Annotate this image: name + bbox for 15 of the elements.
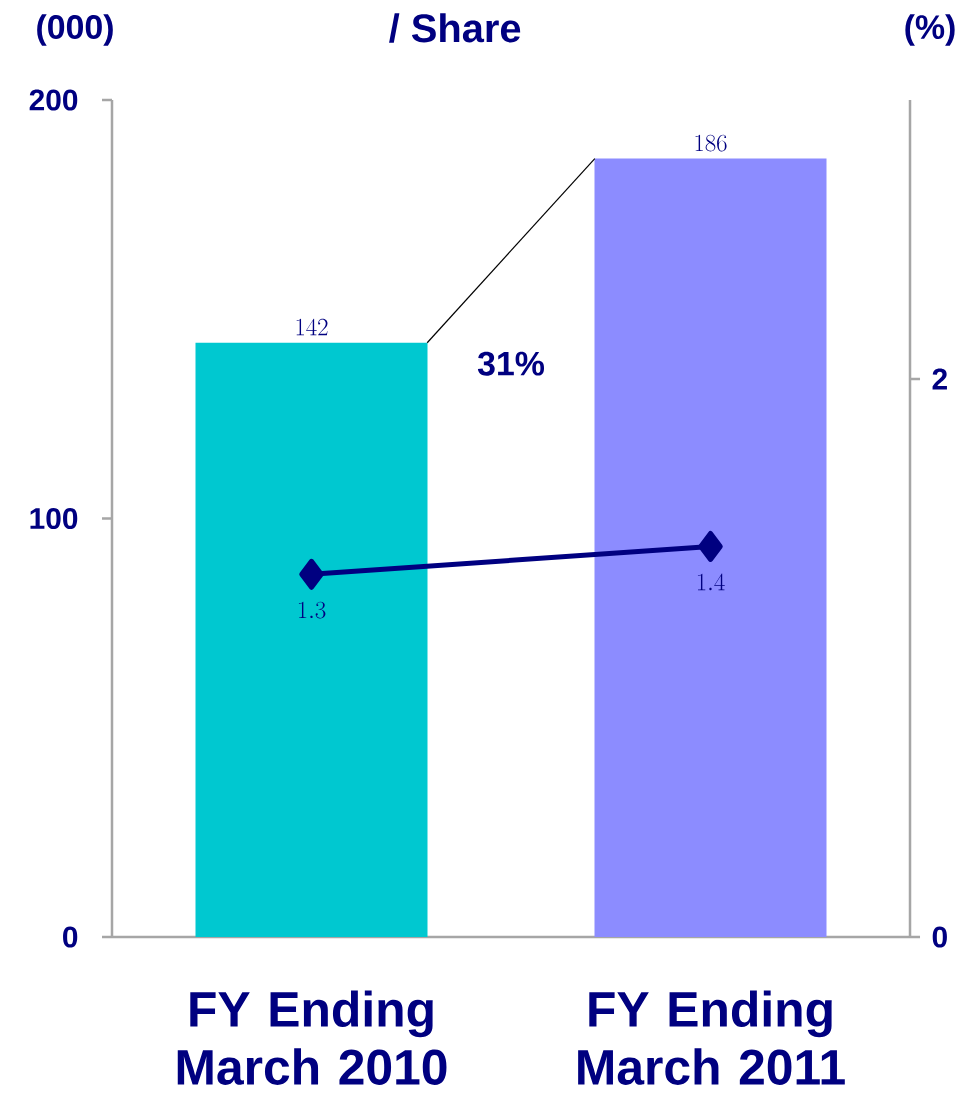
y2-axis-title: (%)	[905, 14, 955, 46]
data-label: 186	[695, 134, 727, 152]
y-tick-label: 200	[29, 89, 78, 111]
data-label: 142	[296, 318, 328, 336]
x-tick-label: FY Ending March 2010	[177, 990, 447, 1085]
y2-tick-label: 2	[932, 368, 948, 390]
annotation: 31%	[478, 351, 545, 376]
data-label: 1 .4	[698, 573, 725, 591]
y2-tick-label: 0	[932, 926, 948, 948]
y-tick-label: 100	[30, 507, 78, 530]
y-axis-title: (000)	[37, 14, 114, 46]
chart-title: / Share	[389, 13, 521, 43]
data-label: 1 .3	[299, 601, 326, 619]
x-tick-label: FY Ending March 2011	[578, 990, 845, 1085]
y-tick-label: 0	[63, 926, 78, 948]
